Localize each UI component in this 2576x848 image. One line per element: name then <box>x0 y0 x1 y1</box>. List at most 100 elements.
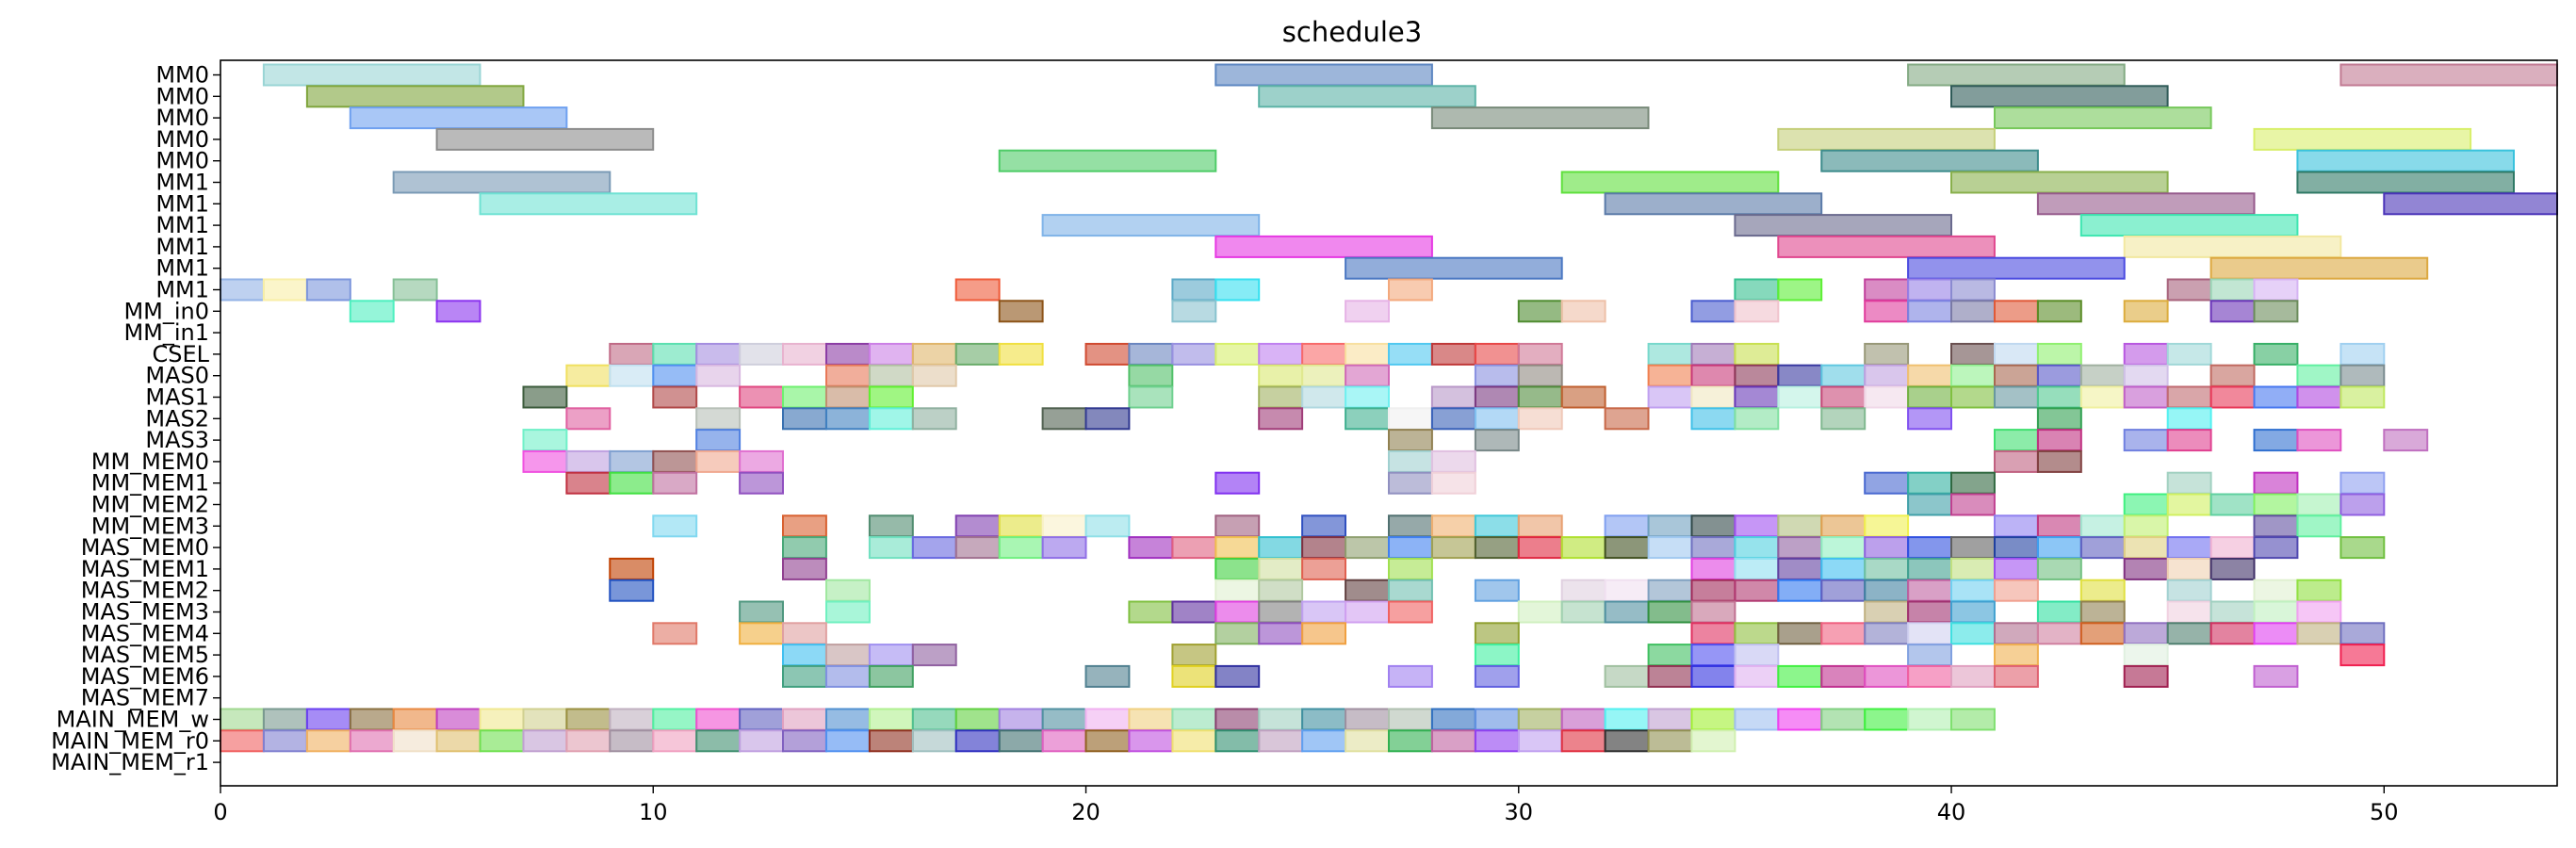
schedule-bar <box>652 471 698 495</box>
schedule-bar <box>911 407 957 431</box>
schedule-bar <box>1041 708 1087 731</box>
schedule-bar <box>695 407 742 431</box>
schedule-bar <box>2166 622 2212 645</box>
schedule-bar <box>1517 385 1563 409</box>
schedule-bar <box>1647 644 1693 667</box>
y-tick-label: MM_in0 <box>123 298 209 324</box>
schedule-bar <box>825 364 871 387</box>
schedule-bar <box>2079 536 2126 560</box>
schedule-bar <box>565 364 611 387</box>
schedule-bar <box>652 708 698 731</box>
schedule-bar <box>1864 622 1910 645</box>
schedule-bar <box>2340 63 2558 87</box>
schedule-bar <box>2079 385 2126 409</box>
schedule-bar <box>2036 514 2082 538</box>
schedule-bar <box>1517 300 1563 323</box>
y-tick-label: MM1 <box>155 255 209 282</box>
schedule-bar <box>1604 536 1650 560</box>
schedule-bar <box>2036 449 2082 473</box>
schedule-bar <box>782 644 827 667</box>
schedule-bar <box>1690 600 1736 624</box>
schedule-bar <box>305 729 351 753</box>
y-tick-label: MAS_MEM4 <box>81 620 209 646</box>
schedule-bar <box>1041 407 1087 431</box>
schedule-bar <box>1994 557 2039 580</box>
schedule-bar <box>1258 364 1304 387</box>
schedule-bar <box>2036 300 2082 323</box>
schedule-bar <box>1474 536 1520 560</box>
y-tick-label: MM_MEM3 <box>91 513 209 539</box>
schedule-bar <box>609 364 655 387</box>
schedule-bar <box>2123 536 2169 560</box>
schedule-bar <box>2209 557 2256 580</box>
schedule-bar <box>739 600 784 624</box>
schedule-bar <box>1994 342 2039 366</box>
schedule-bar <box>1820 149 2039 172</box>
schedule-bar <box>1474 579 1520 602</box>
y-tick-label: CSEL <box>152 341 209 367</box>
schedule-bar <box>1820 708 1867 731</box>
schedule-bar <box>1128 600 1174 624</box>
schedule-bar <box>1907 471 1952 495</box>
schedule-bar <box>1084 407 1131 431</box>
schedule-bar <box>911 364 957 387</box>
schedule-bar <box>1820 536 1867 560</box>
schedule-bar <box>1647 708 1693 731</box>
schedule-bar <box>2166 385 2212 409</box>
schedule-bar <box>1864 664 1910 688</box>
schedule-bar <box>1950 579 1996 602</box>
schedule-bar <box>2166 600 2212 624</box>
schedule-bar <box>1560 171 1780 194</box>
schedule-bar <box>695 729 742 753</box>
schedule-bar <box>435 300 481 323</box>
schedule-bar <box>1950 536 1996 560</box>
schedule-bar <box>1345 385 1390 409</box>
schedule-bar <box>2123 493 2169 516</box>
schedule-bar <box>1171 644 1217 667</box>
schedule-bar <box>1777 664 1823 688</box>
schedule-bar <box>1907 664 1952 688</box>
schedule-bar <box>1517 600 1563 624</box>
schedule-bar <box>1907 622 1952 645</box>
schedule-bar <box>1474 407 1520 431</box>
schedule-bar <box>1907 256 2126 280</box>
y-tick-label: MAS_MEM6 <box>81 663 209 690</box>
schedule-bar <box>1864 364 1910 387</box>
schedule-bar <box>652 385 698 409</box>
schedule-bar <box>565 471 611 495</box>
schedule-bar <box>1171 600 1217 624</box>
schedule-bar <box>868 644 914 667</box>
schedule-bar <box>2340 364 2386 387</box>
schedule-bar <box>1345 536 1390 560</box>
schedule-bar <box>479 192 698 216</box>
schedule-bar <box>2209 600 2256 624</box>
schedule-bar <box>2209 385 2256 409</box>
schedule-bar <box>2253 579 2299 602</box>
schedule-bar <box>2036 600 2082 624</box>
schedule-bar <box>1864 471 1910 495</box>
x-tick-label: 0 <box>213 799 227 825</box>
schedule-bar <box>954 536 1001 560</box>
schedule-bar <box>1690 407 1736 431</box>
schedule-bar <box>1258 407 1304 431</box>
schedule-bar <box>1128 536 1174 560</box>
schedule-bar <box>782 385 827 409</box>
schedule-bar <box>1258 600 1304 624</box>
schedule-bar <box>1647 729 1693 753</box>
schedule-bar <box>1084 514 1131 538</box>
schedule-bar <box>2253 385 2299 409</box>
schedule-bar <box>1734 644 1780 667</box>
schedule-bar <box>1734 278 1780 302</box>
schedule-bar <box>2123 664 2169 688</box>
schedule-bar <box>1950 622 1996 645</box>
schedule-bar <box>998 300 1044 323</box>
schedule-bar <box>739 385 784 409</box>
schedule-bar <box>1388 579 1433 602</box>
schedule-bar <box>1950 385 1996 409</box>
schedule-bar <box>1560 708 1606 731</box>
schedule-bar <box>1215 622 1261 645</box>
schedule-bar <box>609 342 655 366</box>
schedule-bar <box>1258 579 1304 602</box>
y-tick-label: MM0 <box>155 105 209 131</box>
schedule-bar <box>1474 429 1520 452</box>
